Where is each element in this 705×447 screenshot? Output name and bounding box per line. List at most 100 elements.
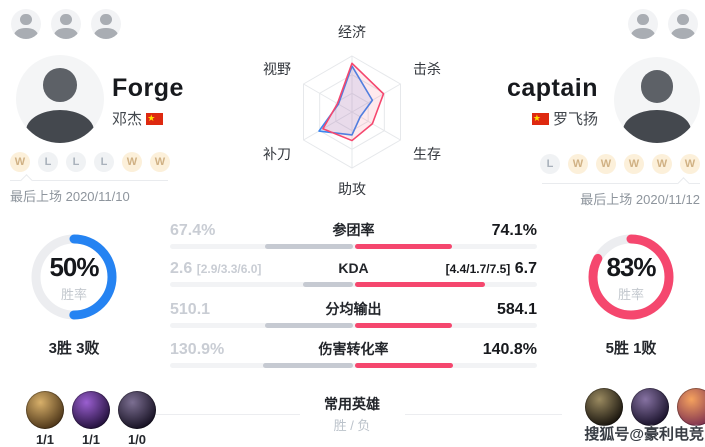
right-winrate-caption: 胜率 bbox=[617, 286, 644, 302]
teammate-avatar[interactable] bbox=[628, 9, 658, 39]
left-winrate-donut: 50% 胜率 bbox=[31, 234, 117, 320]
stat-label: 分均输出 bbox=[325, 301, 382, 317]
recent-result-badge: W bbox=[652, 154, 672, 174]
right-realname-text: 罗飞扬 bbox=[552, 111, 598, 128]
china-flag-icon bbox=[531, 112, 549, 125]
stat-left-value: 130.9% bbox=[170, 340, 225, 358]
stat-label: 伤害转化率 bbox=[318, 340, 389, 357]
left-winrate-caption: 胜率 bbox=[60, 286, 87, 302]
stat-right-value: 74.1% bbox=[491, 222, 537, 239]
common-heroes-title: 常用英雄 bbox=[324, 396, 380, 412]
right-player-realname: 罗飞扬 bbox=[507, 108, 598, 129]
left-player-id: Forge 邓杰 bbox=[112, 74, 184, 129]
stat-label: KDA bbox=[338, 259, 369, 276]
radar-axis-assists: 助攻 bbox=[338, 181, 366, 197]
china-flag-icon bbox=[146, 112, 164, 125]
right-common-heroes bbox=[585, 388, 705, 426]
stat-left-value: 2.6 [2.9/3.3/6.0] bbox=[170, 259, 262, 277]
recent-result-badge: L bbox=[94, 152, 114, 172]
teammate-avatar[interactable] bbox=[91, 9, 121, 39]
recent-result-badge: W bbox=[568, 154, 588, 174]
watermark: 搜狐号@豪利电竞 bbox=[584, 426, 704, 443]
hero-item bbox=[585, 388, 623, 426]
hero-icon bbox=[72, 391, 110, 429]
stat-right-value: 140.8% bbox=[482, 340, 537, 358]
radar-axis-cs: 补刀 bbox=[263, 146, 291, 162]
stat-row: 67.4% 参团率 74.1% bbox=[170, 220, 537, 260]
stats-rows: 67.4% 参团率 74.1% 2.6 [2.9/3.3/6.0] KDA [4.4/1.… bbox=[170, 220, 537, 378]
stat-bar bbox=[170, 244, 537, 249]
hero-item bbox=[677, 388, 705, 426]
hero-record: 1/1 bbox=[81, 432, 101, 447]
left-winrate-ring bbox=[31, 234, 117, 320]
teammate-avatar[interactable] bbox=[51, 9, 81, 39]
teammate-avatar[interactable] bbox=[668, 9, 698, 39]
hero-record: 1/0 bbox=[127, 432, 147, 447]
hero-icon bbox=[677, 388, 705, 426]
stat-left-value: 510.1 bbox=[170, 301, 211, 318]
left-record: 3胜 3败 bbox=[48, 340, 100, 357]
hero-item: 1/1 bbox=[72, 391, 110, 447]
radar-chart bbox=[303, 55, 401, 169]
right-player-id: captain 罗飞扬 bbox=[507, 74, 598, 129]
stat-left-value: 67.4% bbox=[170, 222, 216, 239]
radar-axis-survival: 生存 bbox=[413, 146, 441, 162]
recent-result-badge: L bbox=[540, 154, 560, 174]
right-winrate-donut: 83% 胜率 bbox=[588, 234, 674, 320]
hero-icon bbox=[585, 388, 623, 426]
right-winrate-arc bbox=[588, 234, 674, 320]
recent-result-badge: L bbox=[66, 152, 86, 172]
stat-right-value: 584.1 bbox=[496, 301, 537, 318]
recent-result-badge: L bbox=[38, 152, 58, 172]
hero-item bbox=[631, 388, 669, 426]
radar-series bbox=[318, 65, 374, 136]
left-results-timeline bbox=[10, 174, 168, 187]
divider bbox=[143, 414, 300, 415]
radar-axis-kills: 击杀 bbox=[413, 61, 441, 77]
hero-icon bbox=[631, 388, 669, 426]
hero-item: 1/1 bbox=[26, 391, 64, 447]
stat-label: 参团率 bbox=[332, 222, 375, 238]
stat-row: 2.6 [2.9/3.3/6.0] KDA [4.4/1.7/7.5] 6.7 bbox=[170, 260, 537, 300]
recent-result-badge: W bbox=[122, 152, 142, 172]
radar-axis-economy: 经济 bbox=[338, 24, 366, 40]
left-player-avatar bbox=[16, 55, 104, 143]
stat-row: 130.9% 伤害转化率 140.8% bbox=[170, 339, 537, 379]
radar-axis-vision: 视野 bbox=[263, 61, 291, 77]
left-winrate-value: 50% bbox=[49, 251, 99, 282]
left-last-played: 最后上场 2020/11/10 bbox=[10, 189, 130, 204]
divider bbox=[405, 414, 562, 415]
hero-item: 1/0 bbox=[118, 391, 156, 447]
recent-result-badge: W bbox=[596, 154, 616, 174]
left-player-name: Forge bbox=[112, 74, 184, 102]
stat-row: 510.1 分均输出 584.1 bbox=[170, 299, 537, 339]
common-heroes-subtitle: 胜 / 负 bbox=[333, 418, 371, 433]
stat-bar bbox=[170, 281, 537, 287]
latest-game-marker-icon bbox=[20, 174, 33, 187]
stat-bar bbox=[170, 362, 537, 368]
hero-icon bbox=[118, 391, 156, 429]
left-winrate-arc bbox=[31, 234, 117, 320]
left-common-heroes: 1/1 1/1 1/0 bbox=[26, 391, 156, 447]
latest-game-marker-icon bbox=[677, 177, 690, 190]
right-winrate-center: 83% 胜率 bbox=[588, 234, 674, 320]
teammate-avatar[interactable] bbox=[11, 9, 41, 39]
right-results-timeline bbox=[542, 177, 700, 190]
right-winrate-value: 83% bbox=[606, 251, 656, 282]
hero-record: 1/1 bbox=[35, 432, 55, 447]
right-last-played: 最后上场 2020/11/12 bbox=[580, 192, 700, 207]
hero-icon bbox=[26, 391, 64, 429]
stat-bar bbox=[170, 323, 537, 328]
right-player-avatar bbox=[614, 57, 700, 143]
stat-right-value: [4.4/1.7/7.5] 6.7 bbox=[445, 259, 537, 277]
left-winrate-center: 50% 胜率 bbox=[31, 234, 117, 320]
radar-series bbox=[322, 62, 385, 142]
right-record: 5胜 1败 bbox=[605, 340, 657, 357]
left-realname-text: 邓杰 bbox=[112, 111, 143, 128]
recent-result-badge: W bbox=[680, 154, 700, 174]
left-player-realname: 邓杰 bbox=[112, 108, 184, 129]
right-winrate-ring bbox=[588, 234, 674, 320]
